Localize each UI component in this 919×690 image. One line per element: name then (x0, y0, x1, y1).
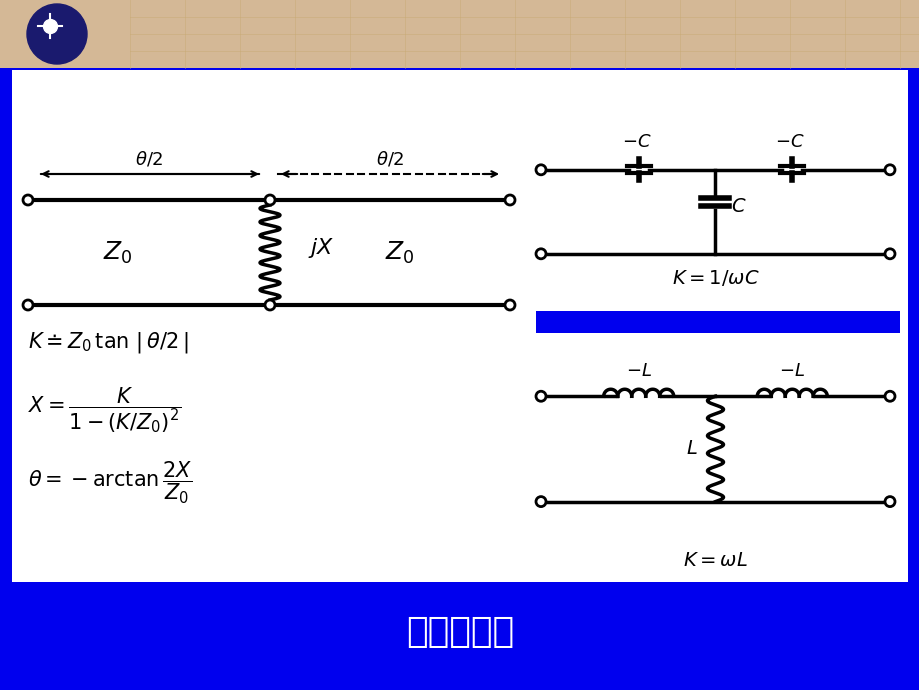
Text: $-C$: $-C$ (775, 133, 804, 151)
Circle shape (265, 195, 275, 205)
Circle shape (536, 249, 545, 259)
Circle shape (23, 195, 33, 205)
Circle shape (505, 300, 515, 310)
Text: $Z_0$: $Z_0$ (103, 239, 132, 266)
Text: $Z_0$: $Z_0$ (385, 239, 414, 266)
Circle shape (536, 497, 545, 506)
Circle shape (884, 249, 894, 259)
Circle shape (27, 4, 87, 64)
Text: $-L$: $-L$ (778, 362, 804, 380)
Text: $C$: $C$ (731, 197, 746, 216)
Text: $L$: $L$ (685, 440, 697, 458)
Circle shape (536, 391, 545, 402)
Text: $\theta/2$: $\theta/2$ (135, 149, 163, 168)
Text: $K = 1/\omega C$: $K = 1/\omega C$ (671, 268, 758, 288)
FancyBboxPatch shape (536, 311, 899, 333)
Text: $jX$: $jX$ (308, 235, 334, 259)
FancyBboxPatch shape (12, 70, 907, 582)
Circle shape (23, 300, 33, 310)
Text: $-L$: $-L$ (625, 362, 651, 380)
Text: 阻抗变换器: 阻抗变换器 (405, 615, 514, 649)
Circle shape (884, 391, 894, 402)
Text: $X = \dfrac{K}{1-(K/Z_0)^2}$: $X = \dfrac{K}{1-(K/Z_0)^2}$ (28, 385, 181, 435)
Text: $\theta/2$: $\theta/2$ (376, 149, 403, 168)
Text: $\theta = -\arctan\dfrac{2X}{Z_0}$: $\theta = -\arctan\dfrac{2X}{Z_0}$ (28, 460, 192, 506)
Text: $-C$: $-C$ (621, 133, 651, 151)
Circle shape (536, 165, 545, 175)
Text: $K=\omega L$: $K=\omega L$ (683, 551, 747, 570)
Circle shape (505, 195, 515, 205)
Circle shape (884, 165, 894, 175)
Circle shape (884, 497, 894, 506)
Circle shape (265, 300, 275, 310)
FancyBboxPatch shape (0, 0, 919, 68)
Text: $K \doteq Z_0\,\tan\,|\,\theta/2\,|$: $K \doteq Z_0\,\tan\,|\,\theta/2\,|$ (28, 330, 188, 355)
